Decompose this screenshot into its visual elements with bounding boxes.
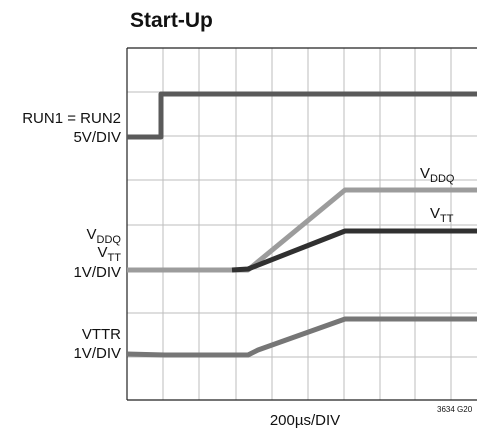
label: V	[87, 226, 97, 243]
left-labels: RUN1 = RUN2 5V/DIV VDDQ VTT 1V/DIV VTTR …	[22, 110, 121, 362]
trace-label: V	[430, 205, 440, 222]
run-trace	[127, 91, 477, 140]
label: VDDQ	[87, 226, 122, 246]
title: Start-Up	[130, 9, 213, 32]
label: VTT	[98, 244, 122, 264]
label: 5V/DIV	[73, 129, 121, 146]
time-scale: 200µs/DIV	[270, 412, 340, 429]
label: 1V/DIV	[73, 264, 121, 281]
trace-label: V	[420, 165, 430, 182]
vtt-trace	[231, 228, 477, 273]
label: 1V/DIV	[73, 345, 121, 362]
figure-id: 3634 G20	[437, 405, 473, 414]
vttr-trace	[126, 316, 477, 358]
label-sub: TT	[108, 252, 122, 264]
vddq-trace	[127, 187, 477, 273]
label-sub: DDQ	[430, 173, 455, 185]
label-sub: DDQ	[97, 234, 122, 246]
label: VTTR	[82, 326, 121, 343]
trace-label: VTT	[430, 205, 454, 225]
label: V	[98, 244, 108, 261]
label-sub: TT	[440, 213, 454, 225]
trace-label: VDDQ	[420, 165, 455, 185]
traces	[126, 91, 477, 358]
label: RUN1 = RUN2	[22, 110, 121, 127]
